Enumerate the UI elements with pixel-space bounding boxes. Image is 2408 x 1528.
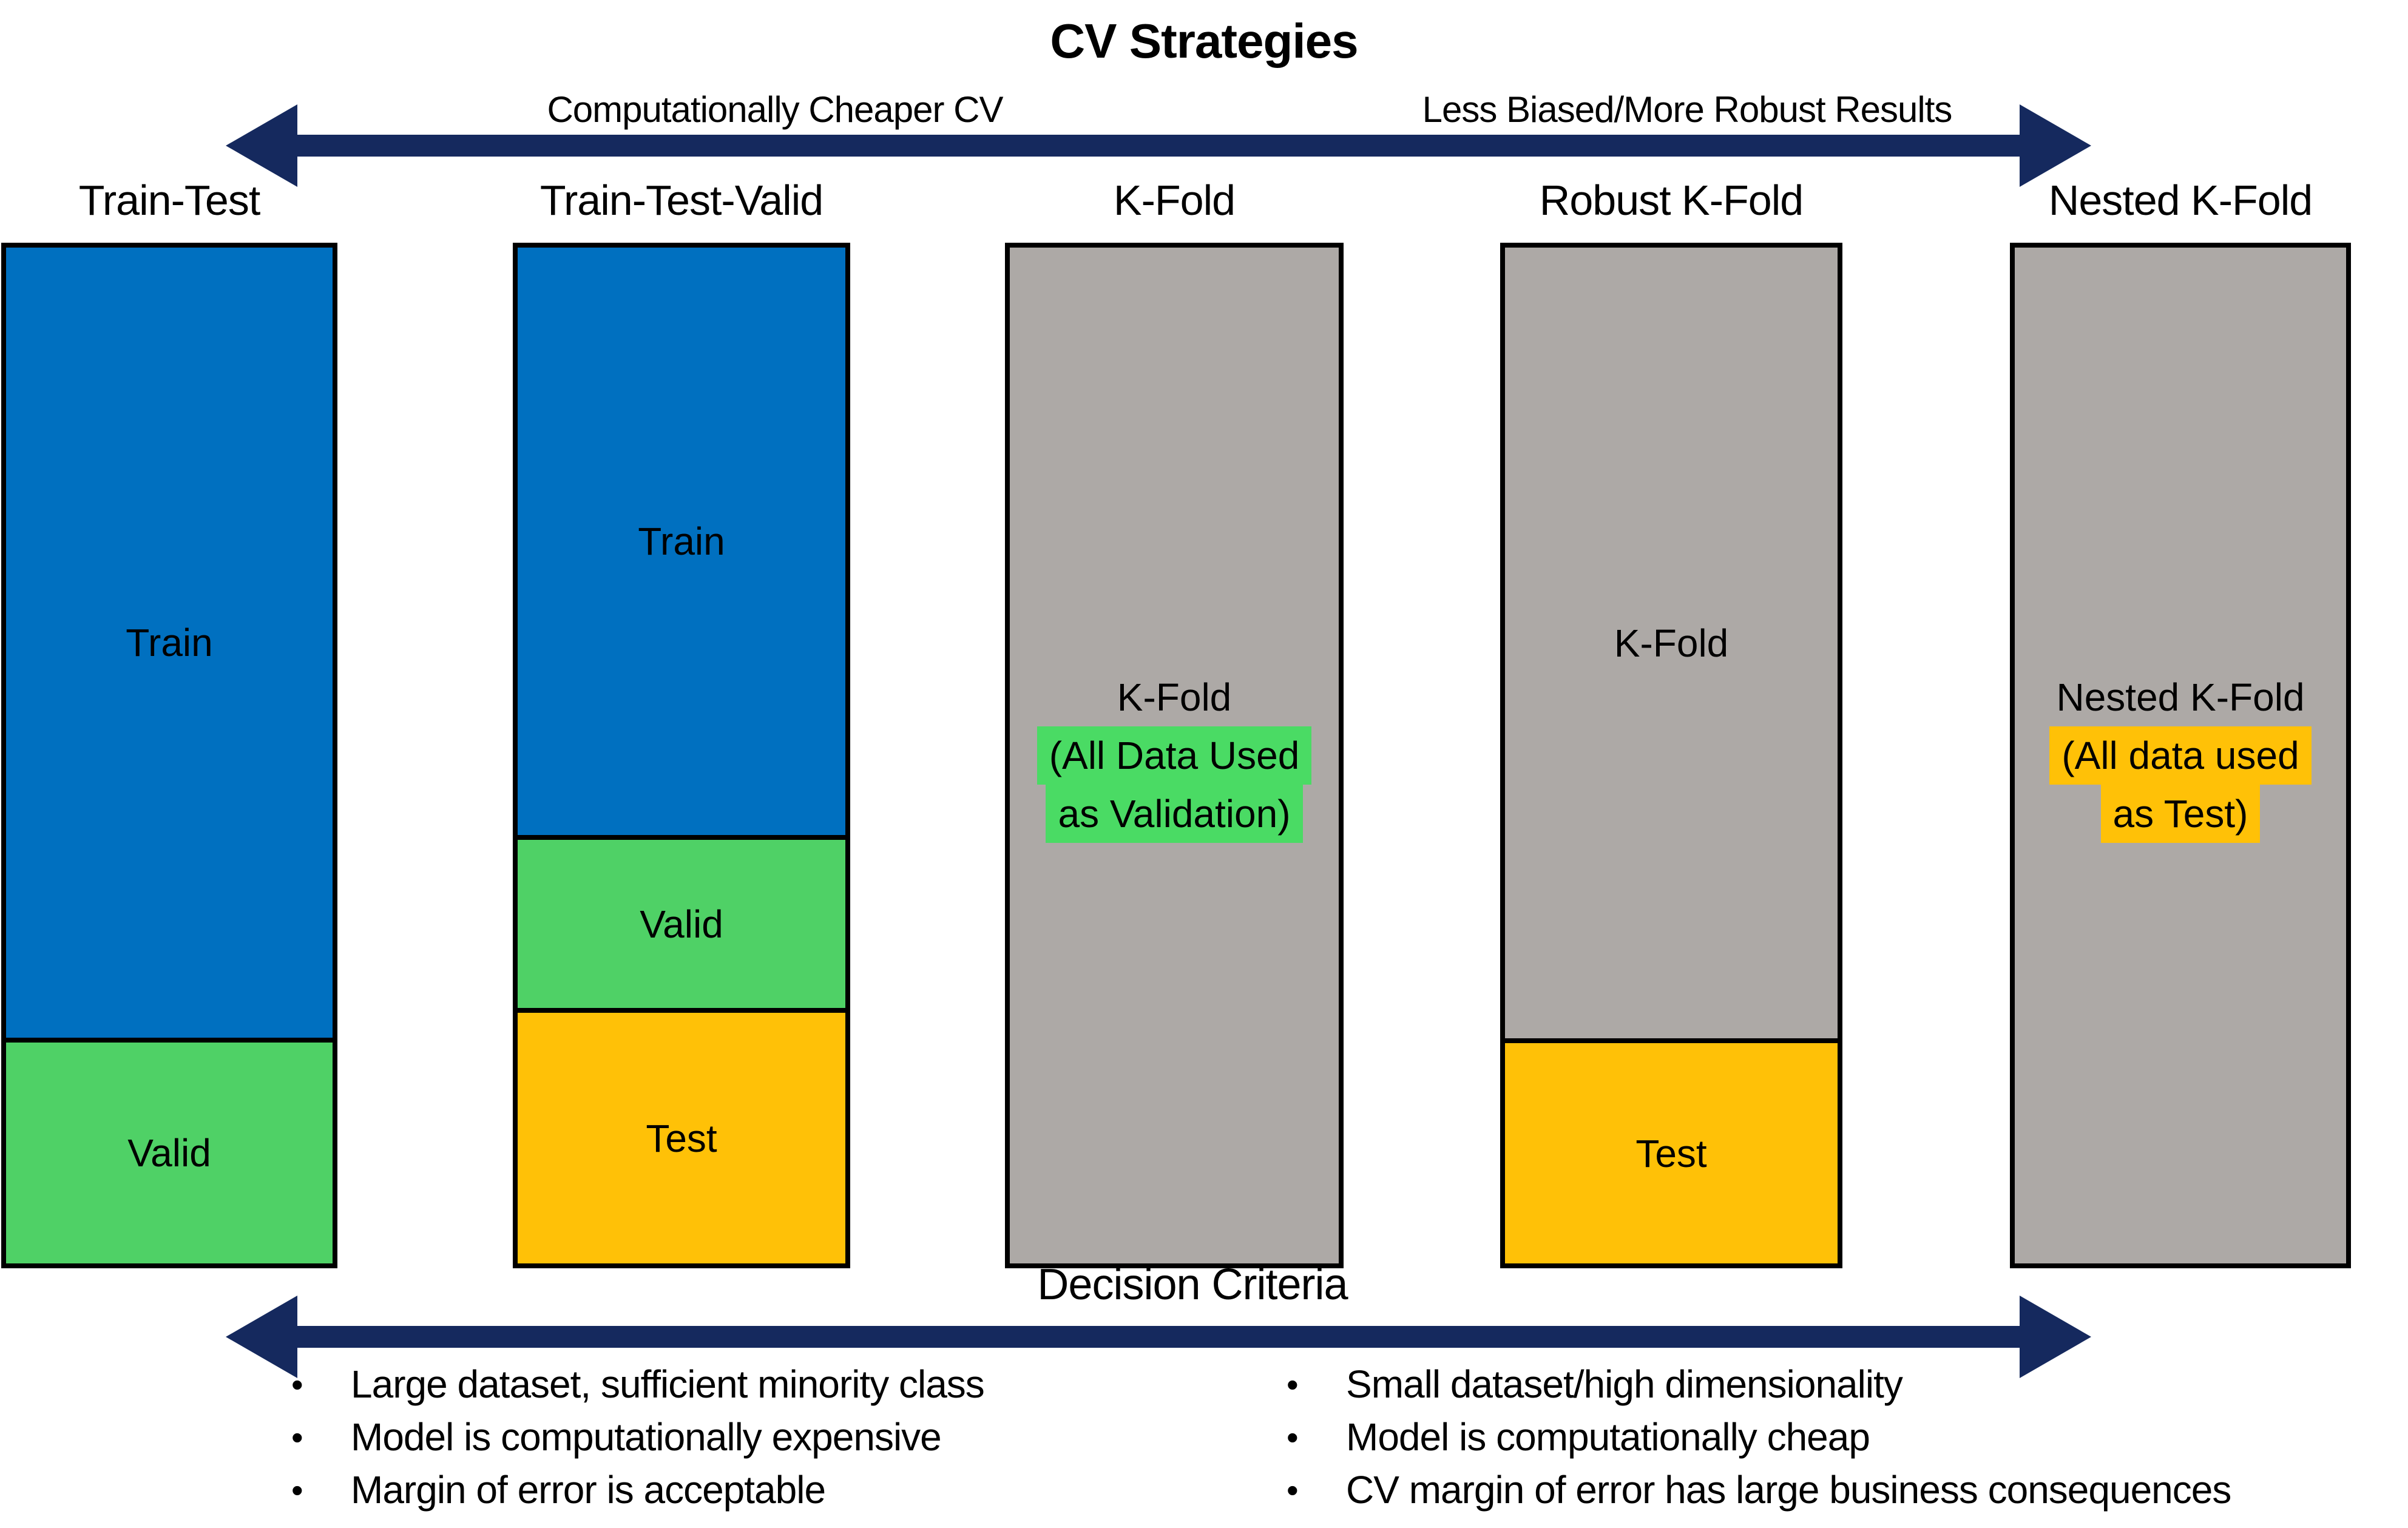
arrow-shaft (286, 135, 2031, 157)
segment-label-block: K-Fold (All Data Used as Validation) (1037, 668, 1312, 843)
decision-criteria-title: Decision Criteria (1037, 1260, 1348, 1309)
segment-label: K-Fold (1614, 621, 1729, 665)
segment-k-fold: K-Fold (1505, 248, 1838, 1039)
segment-label: Test (646, 1116, 717, 1160)
column-robust-k-fold: K-Fold Test (1500, 243, 1842, 1268)
bullet-item: Small dataset/high dimensionality (1280, 1358, 2408, 1411)
header-robust-k-fold: Robust K-Fold (1539, 177, 1804, 224)
header-nested-k-fold: Nested K-Fold (2048, 177, 2313, 224)
segment-label: Valid (127, 1131, 211, 1175)
segment-label: K-Fold (1117, 675, 1232, 719)
segment-valid: Valid (518, 835, 845, 1009)
arrow-shaft (286, 1326, 2031, 1348)
column-k-fold: K-Fold (All Data Used as Validation) (1005, 243, 1344, 1268)
segment-test: Test (518, 1008, 845, 1263)
segment-test: Test (1505, 1038, 1838, 1263)
segment-train: Train (6, 248, 333, 1038)
axis-label-cheaper-cv: Computationally Cheaper CV (547, 89, 1003, 130)
column-train-test: Train Valid (1, 243, 337, 1268)
header-k-fold: K-Fold (1113, 177, 1236, 224)
segment-train: Train (518, 248, 845, 836)
bullet-item: CV margin of error has large business co… (1280, 1464, 2408, 1516)
bullet-item: Model is computationally expensive (285, 1411, 1268, 1464)
bullet-item: Large dataset, sufficient minority class (285, 1358, 1268, 1411)
decision-bullets-right: Small dataset/high dimensionality Model … (1280, 1358, 2408, 1516)
spectrum-arrow (226, 104, 2091, 187)
highlighted-subline: as Validation) (1046, 785, 1303, 843)
arrow-right-head-icon (2020, 104, 2091, 187)
highlighted-subline: (All Data Used (1037, 726, 1312, 785)
bullet-item: Model is computationally cheap (1280, 1411, 2408, 1464)
header-train-test: Train-Test (78, 177, 261, 224)
segment-label: Test (1635, 1131, 1707, 1175)
decision-arrow (226, 1296, 2091, 1378)
segment-label: Valid (640, 902, 723, 946)
bullet-item: Margin of error is acceptable (285, 1464, 1268, 1516)
highlighted-subline: as Test) (2100, 785, 2261, 843)
segment-label: Train (126, 621, 213, 665)
axis-label-less-biased: Less Biased/More Robust Results (1422, 89, 1953, 130)
segment-valid: Valid (6, 1038, 333, 1263)
arrow-left-head-icon (226, 104, 297, 187)
segment-label: Train (638, 519, 725, 564)
column-train-test-valid: Train Valid Test (513, 243, 850, 1268)
page-title: CV Strategies (1050, 14, 1358, 68)
segment-label-block: Nested K-Fold (All data used as Test) (2049, 668, 2312, 843)
decision-bullets-left: Large dataset, sufficient minority class… (285, 1358, 1268, 1516)
segment-nested-k-fold-all-data: Nested K-Fold (All data used as Test) (2015, 248, 2346, 1263)
header-train-test-valid: Train-Test-Valid (539, 177, 824, 224)
segment-k-fold-all-data: K-Fold (All Data Used as Validation) (1010, 248, 1339, 1263)
column-nested-k-fold: Nested K-Fold (All data used as Test) (2010, 243, 2351, 1268)
segment-label: Nested K-Fold (2056, 675, 2305, 719)
highlighted-subline: (All data used (2049, 726, 2312, 785)
